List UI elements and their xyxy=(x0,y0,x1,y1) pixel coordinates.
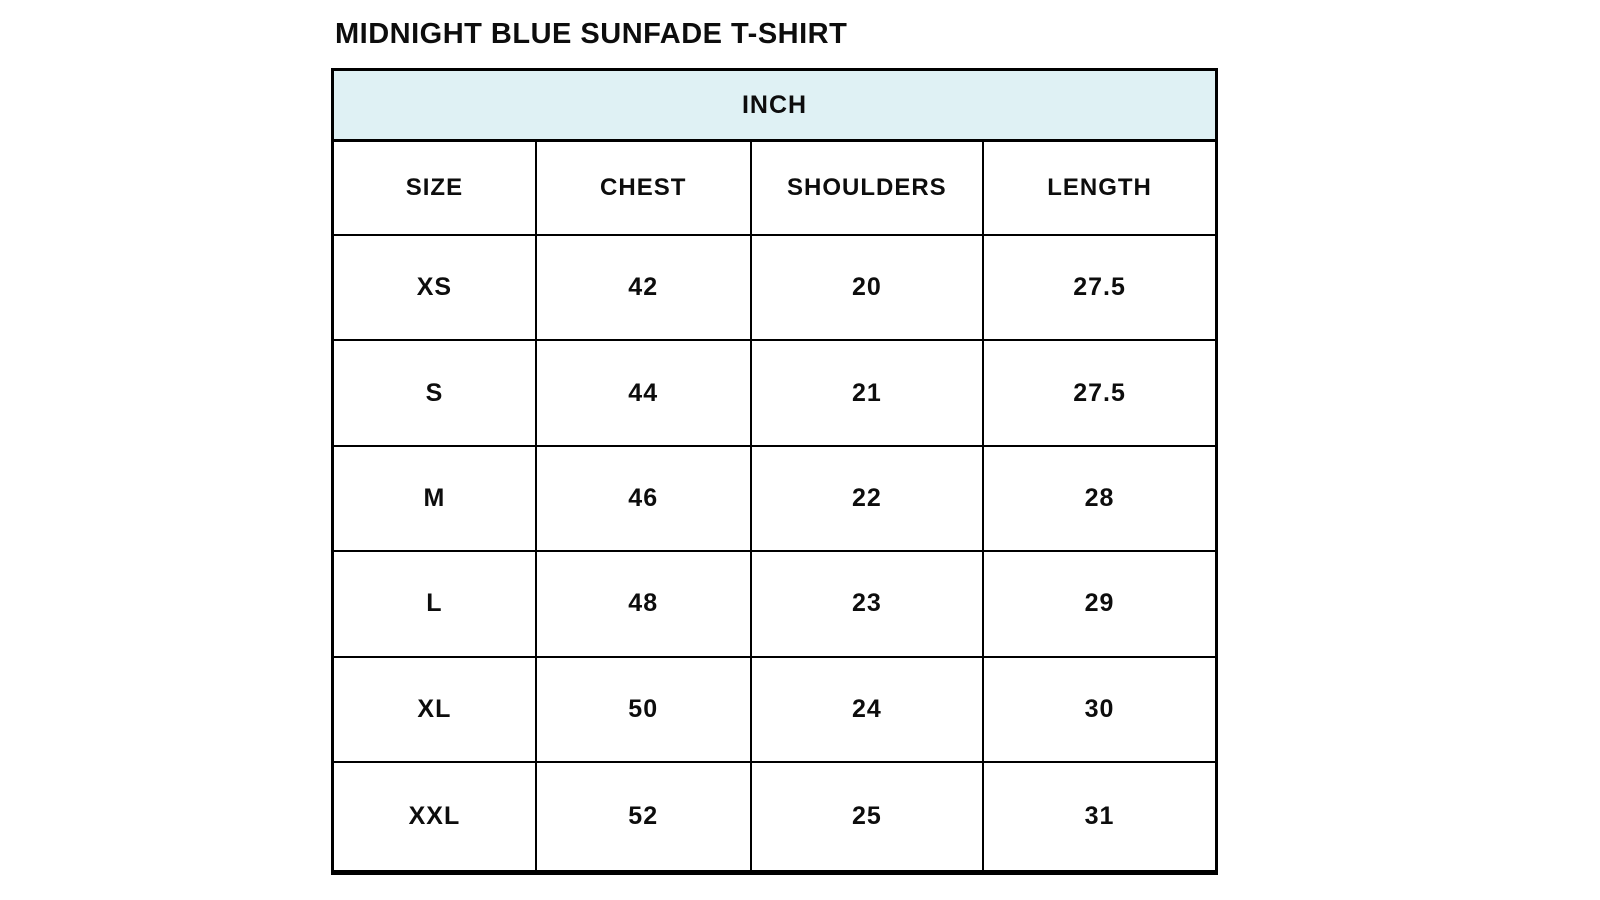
cell-length: 27.5 xyxy=(982,233,1218,342)
column-header-length: LENGTH xyxy=(982,139,1218,236)
table-row: M 46 22 28 xyxy=(331,444,1218,553)
cell-shoulders: 21 xyxy=(749,339,985,447)
cell-size: XXL xyxy=(331,760,537,874)
cell-shoulders: 24 xyxy=(749,655,985,763)
table-row: XS 42 20 27.5 xyxy=(331,233,1218,342)
column-header-size: SIZE xyxy=(331,139,537,236)
cell-shoulders: 20 xyxy=(749,233,985,342)
cell-size: M xyxy=(331,444,537,553)
cell-chest: 44 xyxy=(534,339,752,447)
table-row: L 48 23 29 xyxy=(331,550,1218,658)
cell-size: S xyxy=(331,339,537,447)
cell-shoulders: 22 xyxy=(749,444,985,553)
size-chart-table: INCH SIZE CHEST SHOULDERS LENGTH XS 42 20 2… xyxy=(331,68,1218,875)
column-header-row: SIZE CHEST SHOULDERS LENGTH xyxy=(331,139,1218,236)
cell-chest: 50 xyxy=(534,655,752,763)
cell-length: 27.5 xyxy=(982,339,1218,447)
page-title: MIDNIGHT BLUE SUNFADE T-SHIRT xyxy=(335,18,848,50)
cell-size: XL xyxy=(331,655,537,763)
column-header-chest: CHEST xyxy=(534,139,752,236)
cell-length: 29 xyxy=(982,550,1218,658)
cell-size: XS xyxy=(331,233,537,342)
cell-length: 28 xyxy=(982,444,1218,553)
unit-header-cell: INCH xyxy=(331,68,1218,142)
cell-chest: 48 xyxy=(534,550,752,658)
unit-banner-row: INCH xyxy=(331,68,1218,142)
column-header-shoulders: SHOULDERS xyxy=(749,139,985,236)
cell-chest: 42 xyxy=(534,233,752,342)
cell-length: 31 xyxy=(982,760,1218,874)
cell-shoulders: 25 xyxy=(749,760,985,874)
table-row: XXL 52 25 31 xyxy=(331,760,1218,874)
size-table-body: XS 42 20 27.5 S 44 21 27.5 M 46 22 28 L 48 23 29 XL 50 24 3… xyxy=(331,233,1218,874)
cell-length: 30 xyxy=(982,655,1218,763)
cell-size: L xyxy=(331,550,537,658)
cell-chest: 46 xyxy=(534,444,752,553)
cell-shoulders: 23 xyxy=(749,550,985,658)
table-row: XL 50 24 30 xyxy=(331,655,1218,763)
cell-chest: 52 xyxy=(534,760,752,874)
table-row: S 44 21 27.5 xyxy=(331,339,1218,447)
